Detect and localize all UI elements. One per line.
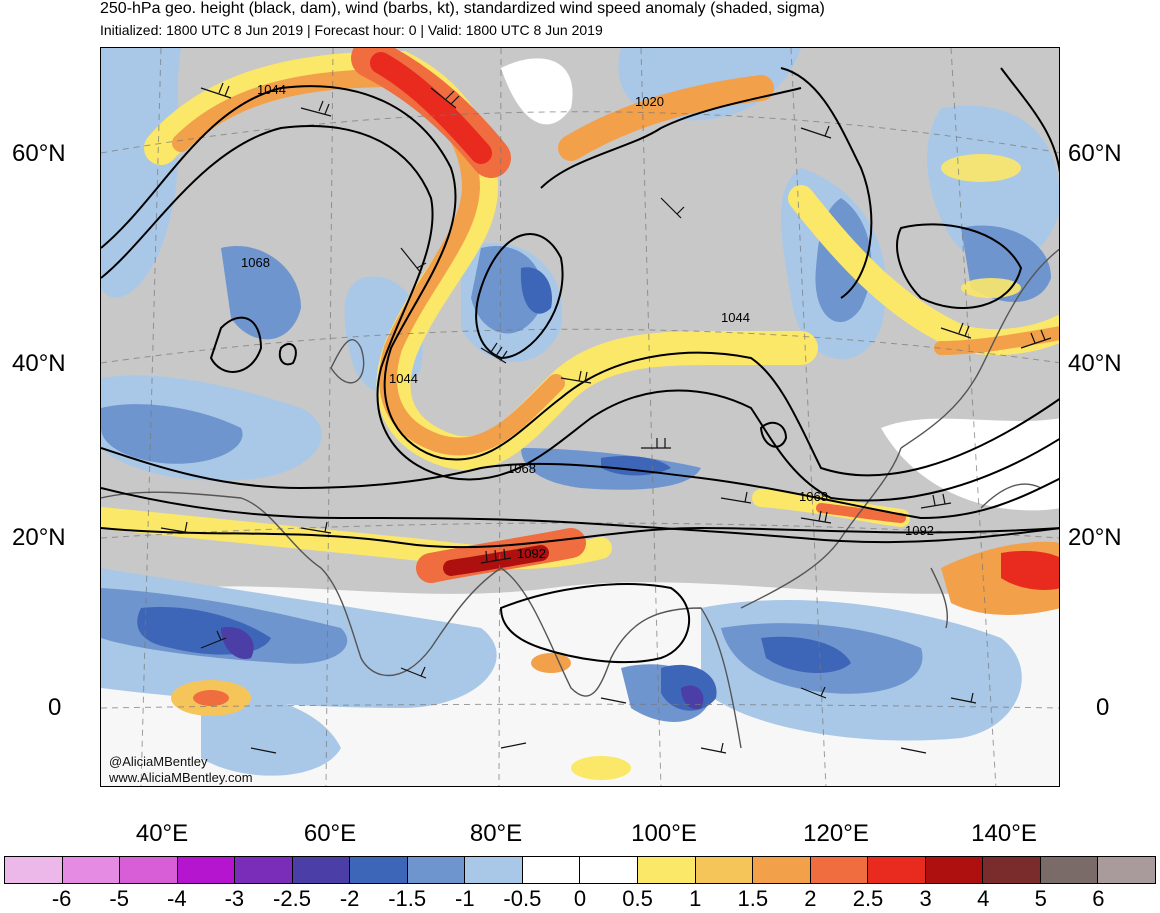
contour-label: 1092	[517, 546, 546, 561]
colorbar-label: -1	[455, 886, 475, 911]
colorbar-label: 4	[977, 886, 990, 911]
colorbar-label: -3	[224, 886, 245, 911]
lat-label-60n-right: 60°N	[1068, 140, 1122, 167]
colorbar-label: 0	[573, 886, 587, 911]
height-contours	[101, 67, 1059, 664]
colorbar-swatch	[580, 857, 639, 883]
colorbar-swatch	[177, 857, 236, 883]
colorbar-swatch	[5, 857, 63, 883]
colorbar-swatch	[810, 857, 869, 883]
coastlines	[101, 248, 1059, 749]
colorbar-swatch	[868, 857, 926, 883]
colorbar-swatch	[695, 857, 754, 883]
colorbar-swatch	[1040, 857, 1099, 883]
weather-map: 1044 1020 1068 1044 1044 1068 1068 1092 …	[100, 47, 1060, 787]
contour-label: 1068	[241, 255, 270, 270]
colorbar-swatch	[292, 857, 351, 883]
colorbar-label: -5	[109, 886, 129, 911]
colorbar-label: 2	[804, 886, 817, 911]
colorbar-swatch	[62, 857, 121, 883]
colorbar-swatch	[983, 857, 1041, 883]
colorbar	[4, 856, 1156, 884]
lon-label-60e: 60°E	[303, 820, 357, 847]
lat-label-40n-right: 40°N	[1068, 350, 1122, 377]
lon-label-120e: 120°E	[803, 820, 869, 847]
graticule	[101, 48, 1059, 786]
colorbar-label: 5	[1034, 886, 1047, 911]
lat-label-20n-right: 20°N	[1068, 524, 1122, 551]
lat-label-40n-left: 40°N	[12, 350, 66, 377]
colorbar-label: 1	[689, 886, 702, 911]
colorbar-swatch	[350, 857, 408, 883]
lat-label-0-left: 0	[48, 694, 62, 721]
colorbar-label: -2.5	[273, 886, 311, 911]
strong-negative-anomaly-areas	[137, 267, 851, 711]
colorbar-swatch	[465, 857, 523, 883]
colorbar-swatch	[1098, 857, 1155, 883]
colorbar-swatch	[407, 857, 466, 883]
contour-label: 1044	[257, 82, 286, 97]
lat-label-0-right: 0	[1096, 694, 1110, 721]
colorbar-label: -2	[339, 886, 360, 911]
colorbar-label: 2.5	[852, 886, 884, 911]
contour-label: 1020	[635, 94, 664, 109]
lon-label-100e: 100°E	[631, 820, 697, 847]
colorbar-swatch	[638, 857, 696, 883]
colorbar-swatch	[235, 857, 293, 883]
lon-label-140e: 140°E	[971, 820, 1037, 847]
colorbar-swatch	[925, 857, 984, 883]
lat-label-60n-left: 60°N	[12, 140, 66, 167]
colorbar-label: 0.5	[622, 886, 653, 911]
colorbar-label: -4	[167, 886, 187, 911]
lon-label-40e: 40°E	[135, 820, 189, 847]
colorbar-swatch	[753, 857, 811, 883]
chart-title: 250-hPa geo. height (black, dam), wind (…	[100, 0, 825, 17]
credit-handle: @AliciaMBentley	[109, 754, 208, 769]
colorbar-label: 6	[1092, 886, 1105, 911]
credit-website: www.AliciaMBentley.com	[109, 770, 253, 785]
contour-label: 1044	[389, 371, 418, 386]
lon-label-80e: 80°E	[469, 820, 523, 847]
contour-label: 1068	[799, 489, 828, 504]
chart-subtitle: Initialized: 1800 UTC 8 Jun 2019 | Forec…	[100, 22, 603, 38]
map-svg: 1044 1020 1068 1044 1044 1068 1068 1092 …	[101, 48, 1059, 786]
colorbar-labels: -6 -5 -4 -3 -2.5 -2 -1.5 -1 -0.5 0 0.5 1 1.5 2 2.5 3 4 5 6	[4, 886, 1156, 911]
colorbar-swatch	[120, 857, 178, 883]
colorbar-label: -6	[51, 886, 72, 911]
contour-label: 1044	[721, 310, 750, 325]
wind-barbs	[160, 82, 1052, 754]
colorbar-label: 1.5	[737, 886, 769, 911]
contour-labels: 1044 1020 1068 1044 1044 1068 1068 1092 …	[241, 82, 934, 561]
colorbar-label: -1.5	[388, 886, 427, 911]
contour-label: 1068	[507, 461, 536, 476]
colorbar-swatch	[522, 857, 581, 883]
lat-label-20n-left: 20°N	[12, 524, 66, 551]
contour-label: 1092	[905, 523, 934, 538]
colorbar-label: 3	[919, 886, 932, 911]
colorbar-label: -0.5	[503, 886, 542, 911]
